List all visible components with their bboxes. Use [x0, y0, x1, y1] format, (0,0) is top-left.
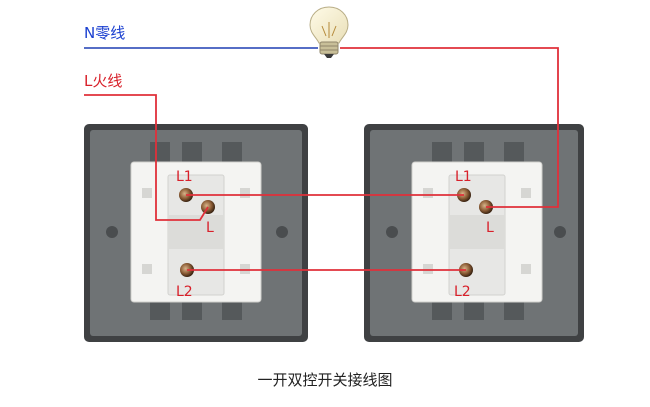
clip [150, 300, 170, 320]
mount-hole [106, 226, 118, 238]
terminal-divider [449, 215, 505, 249]
module-detail [142, 188, 152, 198]
terminal-label-l2-right: L2 [454, 284, 471, 300]
module-detail [423, 264, 433, 274]
mount-hole [554, 226, 566, 238]
clip [150, 142, 170, 164]
clip [182, 142, 202, 164]
mount-hole [386, 226, 398, 238]
live-wires [84, 47, 559, 271]
live-wire-in [84, 94, 209, 221]
lamp-return-wire [340, 47, 559, 208]
terminal-label-l1-right: L1 [455, 169, 472, 185]
clip [222, 142, 242, 164]
module-detail [240, 264, 250, 274]
live-label: L火线 [84, 72, 122, 90]
switch-plate-right [364, 124, 584, 342]
clip [504, 300, 524, 320]
light-bulb-icon [309, 6, 349, 58]
clip [464, 300, 484, 320]
clip [504, 142, 524, 164]
module-detail [240, 188, 250, 198]
clip [222, 300, 242, 320]
terminal-label-l-left: L [206, 220, 214, 236]
module-detail [423, 188, 433, 198]
switch-plate-left [84, 124, 308, 342]
neutral-label: N零线 [84, 24, 125, 42]
diagram-caption: 一开双控开关接线图 [257, 371, 392, 389]
clip [432, 142, 452, 164]
module-detail [521, 264, 531, 274]
clip [464, 142, 484, 164]
mount-hole [276, 226, 288, 238]
terminal-label-l2-left: L2 [176, 284, 193, 300]
module-detail [142, 264, 152, 274]
terminal-label-l1-left: L1 [176, 169, 193, 185]
clip [182, 300, 202, 320]
module-detail [521, 188, 531, 198]
clip [432, 300, 452, 320]
terminal-label-l-right: L [486, 220, 494, 236]
